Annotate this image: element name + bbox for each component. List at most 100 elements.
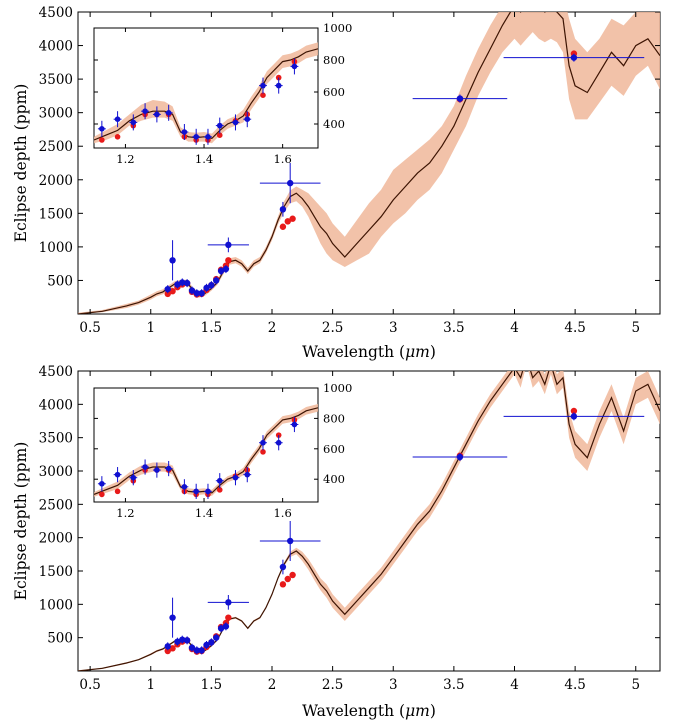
inset-y-tick-label: 1000 (323, 381, 352, 395)
model-point (169, 287, 176, 295)
y-tick-label: 2000 (39, 173, 73, 189)
y-tick-label: 3500 (39, 431, 73, 447)
model-point (279, 223, 287, 230)
observation-point (164, 643, 171, 650)
model-point (284, 575, 291, 583)
inset-model-point (99, 491, 105, 498)
inset-observation-point (99, 126, 105, 132)
model-point (279, 581, 287, 588)
y-ticks: 500 1000 1500 2000 2500 3000 3500 4000 4500 (39, 364, 660, 647)
inset-observation-point (232, 119, 239, 126)
model-uncertainty-band (78, 12, 660, 314)
inset-x-tick-label: 1.2 (116, 506, 134, 520)
inset-ticks: 1.2 1.4 1.6 400 600 800 1000 (94, 21, 352, 166)
inset-observation-point (216, 122, 223, 129)
model-point (289, 571, 296, 579)
observation-point (225, 599, 232, 606)
inset-observation-point (181, 129, 188, 135)
plot-frame (77, 370, 661, 672)
inset-ticks: 1.2 1.4 1.6 400 600 800 1000 (94, 381, 352, 520)
inset-model-point (216, 487, 223, 493)
x-tick-label: 2.5 (322, 677, 343, 693)
y-tick-label: 1000 (39, 597, 73, 613)
x-tick-label: 2 (268, 320, 277, 336)
inset-model-point (114, 488, 121, 495)
inset-plot-area (94, 404, 318, 499)
observation-point (164, 285, 171, 293)
x-tick-label: 3 (389, 677, 398, 693)
inset-x-tick-label: 1.2 (116, 152, 134, 166)
inset-model-uncertainty-band (94, 404, 318, 497)
y-tick-label: 4000 (39, 39, 73, 55)
y-tick-label: 1500 (39, 206, 73, 222)
observation-point (203, 284, 210, 292)
observation-point (193, 647, 201, 654)
y-tick-label: 3000 (39, 464, 73, 480)
inset-observation-point (216, 477, 223, 484)
inset-y-tick-label: 600 (323, 85, 345, 99)
model-point (289, 215, 296, 222)
x-tick-label: 0.5 (79, 677, 100, 693)
x-tick-label: 3.5 (443, 677, 464, 693)
inset-observation-point (193, 488, 199, 495)
x-tick-label: 0.5 (79, 320, 100, 336)
inset-observation-point (114, 471, 121, 478)
x-tick-label: 1 (146, 320, 155, 336)
y-ticks: 500 1000 1500 2000 2500 3000 3500 4000 4500 (39, 5, 660, 289)
y-tick-label: 3000 (39, 106, 73, 122)
inset-observation-point (154, 467, 160, 473)
x-tick-label: 4.5 (564, 677, 585, 693)
inset-model-point (260, 92, 266, 98)
model-point (164, 290, 171, 298)
observation-point (456, 95, 464, 102)
inset-observation-point (193, 134, 199, 140)
inset-y-tick-label: 1000 (323, 21, 352, 35)
inset-observation-point (142, 464, 148, 470)
clip-group (78, 371, 660, 671)
x-tick-label: 5 (631, 320, 640, 336)
plot-frame (77, 11, 661, 315)
inset-observation-point (260, 439, 266, 446)
x-tick-label: 1.5 (201, 320, 222, 336)
inset-frame (93, 27, 319, 149)
observation-point (198, 289, 205, 297)
inset-observation-point (114, 116, 121, 122)
y-tick-label: 2500 (39, 497, 73, 513)
observation-point (174, 281, 181, 288)
model-point (164, 647, 171, 655)
inset-model-point (275, 74, 282, 81)
inset-observation-point (232, 474, 239, 481)
inset-observation-point (165, 110, 172, 116)
x-tick-label: 3 (389, 320, 398, 336)
y-tick-label: 4500 (39, 364, 73, 380)
observation-point (570, 413, 578, 420)
observation-point (179, 279, 186, 286)
inset-observation-point (260, 82, 266, 89)
x-tick-label: 1 (146, 677, 155, 693)
observation-point (174, 638, 181, 645)
inset-observation-point (142, 108, 148, 114)
observation-point (456, 453, 464, 461)
inset: 1.2 1.4 1.6 400 600 800 1000 (93, 21, 352, 166)
inset-x-tick-label: 1.4 (195, 152, 213, 166)
y-tick-label: 1500 (39, 564, 73, 580)
inset-y-tick-label: 800 (323, 411, 345, 425)
inset-x-tick-label: 1.6 (273, 506, 291, 520)
inset-y-tick-label: 800 (323, 53, 345, 67)
observation-point (213, 277, 220, 284)
y-tick-label: 3500 (39, 72, 73, 88)
y-tick-label: 4500 (39, 5, 73, 21)
observation-point (222, 265, 230, 273)
inset-observation-point (275, 439, 282, 446)
observation-point (286, 179, 294, 187)
x-tick-label: 2.5 (322, 320, 343, 336)
y-tick-label: 2500 (39, 139, 73, 155)
observation-point (179, 636, 186, 643)
inset-model-point (216, 132, 223, 138)
inset-observation-point (244, 471, 251, 478)
observation-point (208, 639, 215, 646)
observation-point (169, 614, 176, 621)
inset-frame (93, 387, 319, 503)
inset-x-tick-label: 1.4 (195, 506, 213, 520)
